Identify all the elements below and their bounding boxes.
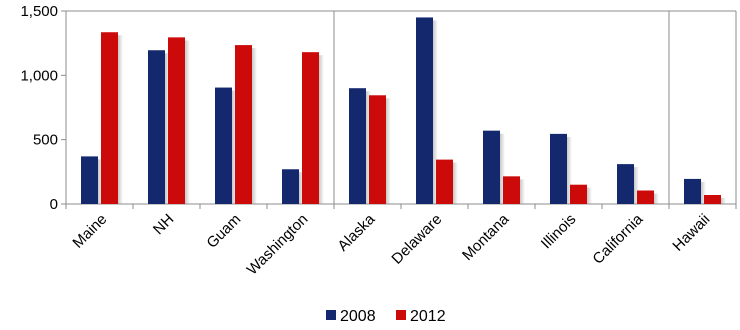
x-tick-label: Alaska [334, 210, 378, 254]
bar-2012-maine [101, 32, 118, 205]
bar-shadow [232, 90, 237, 204]
bar-2012-hawaii [704, 194, 721, 204]
bar-shadow [654, 193, 659, 204]
legend: 2008 2012 [326, 308, 446, 325]
legend-label-2012: 2012 [410, 308, 446, 325]
bar-shadow [634, 167, 639, 204]
bar-2008-nh [148, 50, 165, 204]
bar-shadow [185, 40, 190, 205]
bar-shadow [587, 187, 592, 204]
bar-2008-montana [483, 130, 500, 204]
y-tick-label: 0 [50, 196, 58, 213]
bar-2008-california [617, 164, 634, 204]
bars [81, 17, 726, 205]
bar-shadow [319, 55, 324, 204]
legend-swatch-2012 [396, 310, 406, 320]
legend-swatch-2008 [326, 310, 336, 320]
x-tick-label: Washington [244, 211, 312, 279]
y-tick-label: 1,000 [20, 67, 58, 84]
bar-2012-illinois [570, 184, 587, 204]
bar-2008-maine [81, 156, 98, 204]
x-tick-label: Maine [69, 211, 110, 252]
y-tick-label: 500 [33, 132, 58, 149]
x-tick-label: Illinois [538, 211, 579, 252]
x-tick-label: California [589, 210, 646, 267]
legend-label-2008: 2008 [340, 308, 376, 325]
bar-2012-delaware [436, 159, 453, 204]
bar-2008-washington [282, 169, 299, 204]
bar-shadow [118, 35, 123, 205]
bar-shadow [567, 136, 572, 204]
bar-shadow [366, 91, 371, 204]
bar-2012-nh [168, 37, 185, 205]
y-tick-label: 1,500 [20, 3, 58, 20]
bar-2008-hawaii [684, 178, 701, 204]
bar-2008-illinois [550, 133, 567, 204]
x-tick-label: Guam [203, 211, 244, 252]
bar-shadow [433, 20, 438, 204]
bar-shadow [165, 53, 170, 204]
bar-shadow [98, 159, 103, 204]
y-axis: 0 500 1,000 1,500 [20, 3, 67, 213]
bar-2012-alaska [369, 95, 386, 204]
bar-shadow [500, 133, 505, 204]
bar-2008-guam [215, 87, 232, 204]
bar-shadow [520, 179, 525, 204]
bar-2008-alaska [349, 88, 366, 204]
bar-2012-california [637, 190, 654, 204]
x-axis: Maine NH Guam Washington Alaska Delaware Monta… [65, 204, 737, 279]
bar-shadow [252, 48, 257, 205]
x-tick-label: Hawaii [669, 211, 713, 255]
bar-shadow [453, 162, 458, 204]
bar-shadow [721, 197, 726, 204]
bar-2008-delaware [416, 17, 433, 204]
bar-2012-guam [235, 45, 252, 205]
bar-2012-washington [302, 52, 319, 204]
bar-2012-montana [503, 176, 520, 204]
bar-shadow [701, 181, 706, 204]
x-tick-label: Delaware [388, 211, 445, 268]
bar-shadow [386, 98, 391, 204]
x-tick-label: Montana [459, 210, 513, 264]
bar-shadow [299, 172, 304, 204]
x-tick-label: NH [150, 211, 177, 238]
